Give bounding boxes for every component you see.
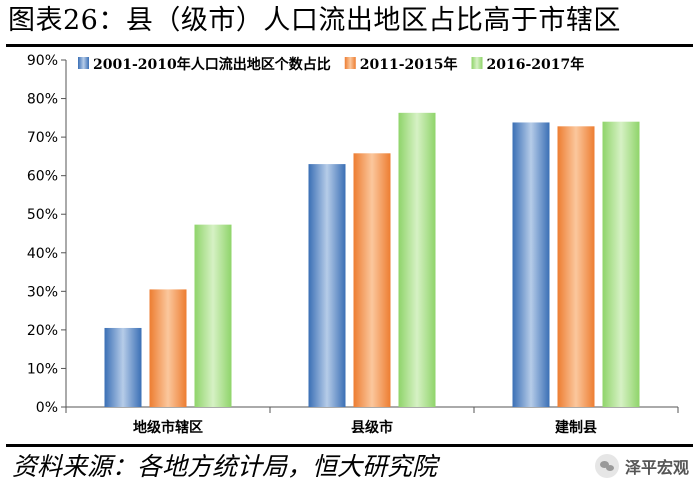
bottom-rule (6, 444, 693, 447)
category-label: 地级市辖区 (133, 419, 203, 436)
legend-swatch (471, 57, 483, 69)
legend-label: 2001-2010年人口流出地区个数占比 (93, 56, 331, 73)
legend: 2001-2010年人口流出地区个数占比 2011-2015年 2016-2017年 (78, 56, 584, 73)
bar-chart: 2001-2010年人口流出地区个数占比 2011-2015年 2016-2017年… (27, 53, 679, 436)
y-tick-label: 40% (27, 246, 58, 262)
top-rule (6, 44, 693, 47)
bar (149, 289, 187, 407)
y-tick-label: 70% (27, 130, 58, 146)
bar (194, 224, 232, 407)
watermark-text: 泽平宏观 (624, 458, 689, 477)
legend-label: 2016-2017年 (487, 56, 585, 73)
bar (353, 153, 391, 407)
category-labels: 地级市辖区 县级市 建制县 (133, 419, 597, 436)
y-tick-label: 0% (36, 400, 58, 416)
legend-swatch (78, 57, 89, 69)
y-tick-label: 10% (27, 361, 58, 377)
legend-swatch (344, 57, 356, 69)
y-tick-label: 90% (27, 53, 58, 69)
chart-title: 图表26：县（级市）人口流出地区占比高于市辖区 (8, 5, 621, 36)
watermark: 泽平宏观 (594, 452, 689, 480)
legend-label: 2011-2015年 (360, 56, 458, 73)
bar (308, 164, 346, 407)
bar (557, 126, 595, 407)
source-note: 资料来源：各地方统计局，恒大研究院 (12, 452, 438, 481)
category-label: 建制县 (555, 419, 597, 436)
bar (512, 122, 550, 408)
y-tick-label: 60% (27, 169, 58, 185)
wechat-icon (594, 454, 619, 478)
y-tick-label: 50% (27, 207, 58, 223)
y-tick-label: 20% (27, 323, 58, 339)
bar (104, 327, 142, 407)
category-label: 县级市 (351, 419, 393, 436)
bars (104, 112, 640, 408)
bar (602, 121, 640, 407)
y-tick-label: 80% (27, 92, 58, 108)
y-tick-label: 30% (27, 284, 58, 300)
bar (398, 112, 436, 408)
